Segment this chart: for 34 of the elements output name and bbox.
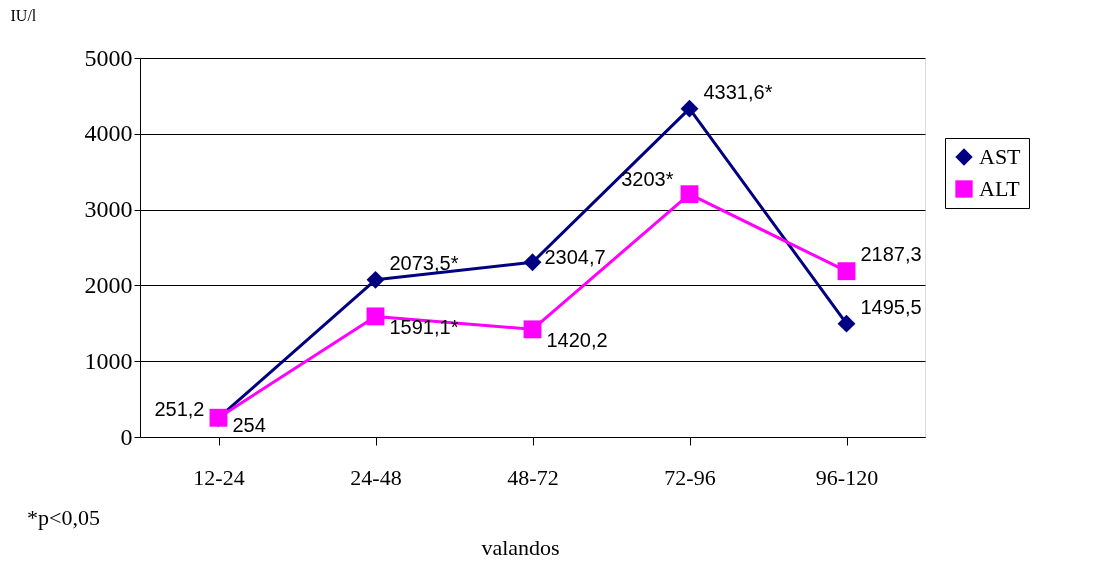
y-tick-label: 2000	[84, 271, 133, 298]
data-label: 2304,7	[544, 246, 606, 269]
x-tick-label: 48-72	[507, 464, 559, 490]
y-axis-title: IU/l	[10, 6, 37, 24]
data-label: 1591,1*	[389, 316, 459, 339]
legend-label: AST	[979, 144, 1022, 169]
data-label: 2073,5*	[389, 251, 459, 274]
y-tick-label: 3000	[84, 196, 133, 223]
point	[523, 253, 542, 272]
x-tick-label: 72-96	[664, 464, 716, 490]
point	[523, 320, 542, 339]
y-tick-label: 4000	[84, 120, 133, 147]
point	[366, 270, 385, 289]
y-tick-label: 5000	[84, 44, 133, 71]
data-label: 4331,6*	[703, 80, 773, 103]
y-tick-label: 1000	[84, 347, 133, 374]
point	[366, 307, 385, 326]
text: *p<0,05	[27, 505, 100, 530]
x-axis-title: valandos	[481, 534, 560, 560]
data-label: 1420,2	[546, 329, 608, 352]
data-label: 2187,3	[860, 243, 922, 266]
point	[837, 314, 856, 333]
x-tick-label: 96-120	[815, 464, 879, 490]
data-label: 251,2	[154, 397, 205, 420]
point	[680, 99, 699, 118]
point	[837, 262, 856, 281]
legend-label: ALT	[979, 176, 1021, 201]
y-tick-label: 0	[120, 423, 133, 450]
data-label: 254	[232, 413, 266, 436]
data-label: 3203*	[621, 168, 674, 191]
point	[680, 185, 699, 204]
x-tick-label: 12-24	[193, 464, 245, 490]
data-label: 1495,5	[860, 295, 922, 318]
x-tick-label: 24-48	[350, 464, 402, 490]
